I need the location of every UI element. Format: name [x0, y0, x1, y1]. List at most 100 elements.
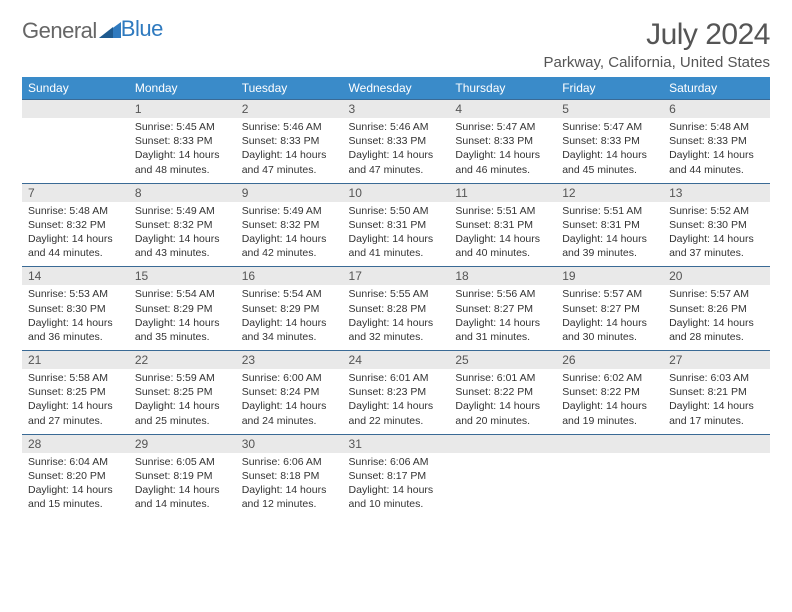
day-number-row: 123456 [22, 100, 770, 119]
day-info-line: Sunset: 8:30 PM [28, 302, 123, 316]
day-info-line: and 12 minutes. [242, 497, 337, 511]
day-info-line: Sunrise: 5:54 AM [135, 287, 230, 301]
day-info-line: and 39 minutes. [562, 246, 657, 260]
day-info-line: Sunset: 8:27 PM [455, 302, 550, 316]
day-info-line: Sunset: 8:19 PM [135, 469, 230, 483]
day-content-cell: Sunrise: 5:51 AMSunset: 8:31 PMDaylight:… [449, 202, 556, 267]
day-info-line: Sunset: 8:31 PM [562, 218, 657, 232]
day-number-cell: 6 [663, 100, 770, 119]
day-info-line: Sunset: 8:33 PM [562, 134, 657, 148]
day-info-line: and 22 minutes. [349, 414, 444, 428]
day-info-line: Sunrise: 5:59 AM [135, 371, 230, 385]
day-info-line: Daylight: 14 hours [669, 148, 764, 162]
day-info-line: Sunrise: 5:51 AM [562, 204, 657, 218]
day-content-cell: Sunrise: 5:49 AMSunset: 8:32 PMDaylight:… [236, 202, 343, 267]
day-info-line: Sunrise: 6:01 AM [455, 371, 550, 385]
day-info-line: Daylight: 14 hours [135, 399, 230, 413]
calendar-table: Sunday Monday Tuesday Wednesday Thursday… [22, 77, 770, 517]
day-info-line: and 42 minutes. [242, 246, 337, 260]
day-info-line: Sunset: 8:24 PM [242, 385, 337, 399]
day-info-line: Sunset: 8:32 PM [135, 218, 230, 232]
day-info-line: Sunrise: 6:04 AM [28, 455, 123, 469]
day-content-cell: Sunrise: 5:49 AMSunset: 8:32 PMDaylight:… [129, 202, 236, 267]
day-content-row: Sunrise: 5:58 AMSunset: 8:25 PMDaylight:… [22, 369, 770, 434]
day-info-line: Sunset: 8:25 PM [28, 385, 123, 399]
day-info-line: Sunset: 8:28 PM [349, 302, 444, 316]
day-content-cell [556, 453, 663, 518]
day-info-line: Sunrise: 5:50 AM [349, 204, 444, 218]
day-number-cell: 24 [343, 351, 450, 370]
day-info-line: and 41 minutes. [349, 246, 444, 260]
day-info-line: Sunset: 8:29 PM [242, 302, 337, 316]
day-info-line: and 44 minutes. [669, 163, 764, 177]
day-info-line: Sunrise: 5:47 AM [455, 120, 550, 134]
logo-triangle-icon [99, 18, 121, 44]
day-info-line: Daylight: 14 hours [242, 399, 337, 413]
day-number-cell: 21 [22, 351, 129, 370]
day-content-cell: Sunrise: 6:06 AMSunset: 8:18 PMDaylight:… [236, 453, 343, 518]
day-content-cell: Sunrise: 5:55 AMSunset: 8:28 PMDaylight:… [343, 285, 450, 350]
day-info-line: Sunrise: 5:49 AM [242, 204, 337, 218]
day-number-cell: 25 [449, 351, 556, 370]
day-number-cell: 15 [129, 267, 236, 286]
day-info-line: and 30 minutes. [562, 330, 657, 344]
day-number-row: 14151617181920 [22, 267, 770, 286]
day-info-line: Sunrise: 5:51 AM [455, 204, 550, 218]
day-content-cell: Sunrise: 5:53 AMSunset: 8:30 PMDaylight:… [22, 285, 129, 350]
logo: General Blue [22, 18, 163, 44]
day-content-cell: Sunrise: 6:04 AMSunset: 8:20 PMDaylight:… [22, 453, 129, 518]
day-info-line: Sunrise: 6:02 AM [562, 371, 657, 385]
day-number-cell: 2 [236, 100, 343, 119]
day-number-cell: 11 [449, 183, 556, 202]
day-info-line: Daylight: 14 hours [455, 316, 550, 330]
month-title: July 2024 [544, 18, 771, 52]
weekday-header: Sunday [22, 77, 129, 100]
day-info-line: and 15 minutes. [28, 497, 123, 511]
day-info-line: Sunset: 8:33 PM [349, 134, 444, 148]
day-content-cell: Sunrise: 6:01 AMSunset: 8:23 PMDaylight:… [343, 369, 450, 434]
weekday-header: Tuesday [236, 77, 343, 100]
day-content-cell: Sunrise: 5:47 AMSunset: 8:33 PMDaylight:… [449, 118, 556, 183]
day-info-line: and 43 minutes. [135, 246, 230, 260]
title-block: July 2024 Parkway, California, United St… [544, 18, 771, 71]
day-number-cell: 22 [129, 351, 236, 370]
day-info-line: Sunset: 8:29 PM [135, 302, 230, 316]
day-number-cell [449, 434, 556, 453]
day-number-cell: 31 [343, 434, 450, 453]
day-info-line: and 27 minutes. [28, 414, 123, 428]
day-info-line: Sunset: 8:18 PM [242, 469, 337, 483]
day-content-cell: Sunrise: 5:57 AMSunset: 8:27 PMDaylight:… [556, 285, 663, 350]
weekday-header: Thursday [449, 77, 556, 100]
day-info-line: and 46 minutes. [455, 163, 550, 177]
day-content-cell: Sunrise: 5:48 AMSunset: 8:33 PMDaylight:… [663, 118, 770, 183]
day-info-line: and 44 minutes. [28, 246, 123, 260]
day-info-line: Daylight: 14 hours [242, 232, 337, 246]
day-number-row: 28293031 [22, 434, 770, 453]
day-info-line: and 14 minutes. [135, 497, 230, 511]
day-info-line: Sunrise: 5:57 AM [562, 287, 657, 301]
weekday-header: Saturday [663, 77, 770, 100]
day-number-cell: 3 [343, 100, 450, 119]
day-info-line: and 31 minutes. [455, 330, 550, 344]
day-info-line: Sunrise: 5:48 AM [669, 120, 764, 134]
day-info-line: Sunrise: 5:49 AM [135, 204, 230, 218]
day-content-cell: Sunrise: 6:01 AMSunset: 8:22 PMDaylight:… [449, 369, 556, 434]
day-info-line: Sunrise: 5:47 AM [562, 120, 657, 134]
day-content-row: Sunrise: 6:04 AMSunset: 8:20 PM Daylight:… [22, 453, 770, 518]
logo-text-blue: Blue [121, 16, 163, 42]
day-info-line: Sunset: 8:32 PM [242, 218, 337, 232]
day-info-line: and 19 minutes. [562, 414, 657, 428]
day-info-line: and 17 minutes. [669, 414, 764, 428]
day-info-line: and 24 minutes. [242, 414, 337, 428]
day-number-cell: 13 [663, 183, 770, 202]
day-info-line: Daylight: 14 hours [242, 483, 337, 497]
day-info-line: Sunrise: 6:06 AM [242, 455, 337, 469]
day-number-cell: 7 [22, 183, 129, 202]
day-info-line: Sunset: 8:20 PM [28, 469, 123, 483]
day-info-line: Sunrise: 5:54 AM [242, 287, 337, 301]
day-info-line: and 40 minutes. [455, 246, 550, 260]
day-info-line: and 47 minutes. [349, 163, 444, 177]
day-number-cell: 23 [236, 351, 343, 370]
day-info-line: Daylight: 14 hours [669, 232, 764, 246]
day-info-line: Sunset: 8:31 PM [455, 218, 550, 232]
